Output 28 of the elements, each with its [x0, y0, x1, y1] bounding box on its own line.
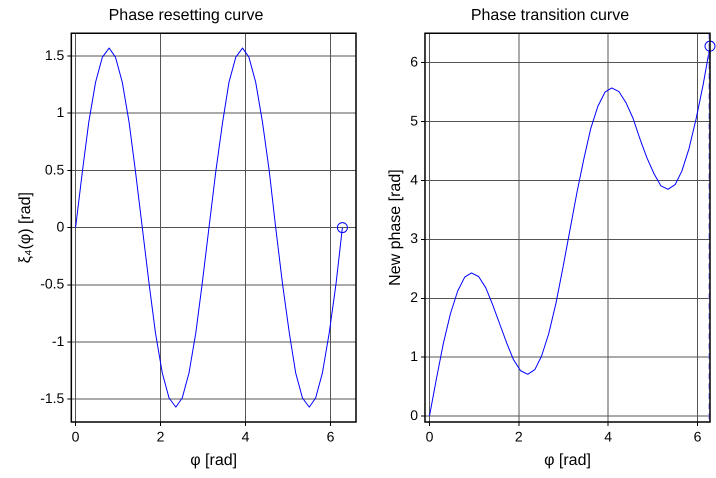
y-tick-label: 0	[56, 218, 65, 234]
y-axis-title: ξ₄(φ) [rad]	[17, 192, 34, 264]
x-tick-label: 4	[242, 428, 250, 444]
y-tick-label: 1	[56, 104, 65, 120]
y-tick-label: -1.5	[40, 390, 65, 406]
x-tick-label: 0	[426, 428, 434, 444]
x-tick-label: 6	[694, 428, 702, 444]
x-tick-label: 6	[326, 428, 335, 444]
y-tick-label: 1	[410, 348, 418, 364]
y-tick-label: 2	[410, 289, 418, 306]
y-tick-label: -1	[52, 332, 65, 349]
chart-title: Phase transition curve	[470, 7, 630, 24]
y-tick-label: 1.5	[44, 46, 65, 63]
y-tick-label: 5	[410, 112, 418, 128]
x-tick-label: 4	[604, 428, 612, 444]
y-axis-title: New phase [rad]	[387, 169, 404, 286]
y-tick-label: 0	[410, 406, 418, 423]
x-tick-label: 0	[72, 428, 80, 444]
y-tick-label: 6	[410, 54, 418, 70]
y-tick-label: 4	[410, 171, 418, 188]
x-tick-label: 2	[514, 428, 523, 444]
y-tick-label: -0.5	[40, 276, 65, 292]
x-tick-label: 2	[156, 428, 165, 444]
chart-title: Phase resetting curve	[108, 7, 264, 24]
y-tick-label: 0.5	[44, 161, 65, 178]
y-tick-label: 3	[410, 230, 418, 246]
x-axis-title: φ [rad]	[190, 452, 238, 469]
x-axis-title: φ [rad]	[544, 452, 591, 469]
